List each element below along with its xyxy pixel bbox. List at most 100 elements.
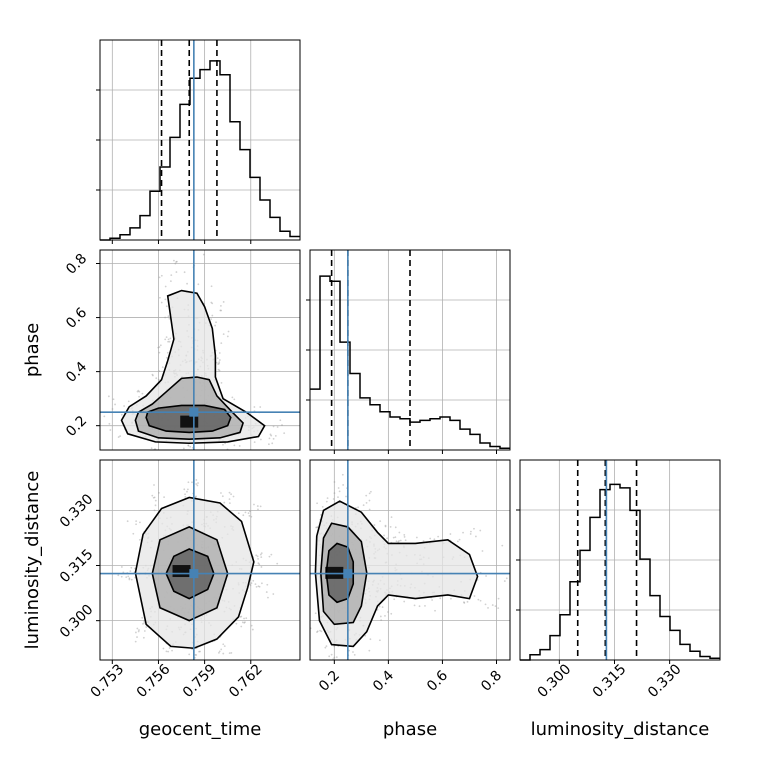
scatter-point bbox=[218, 650, 221, 653]
scatter-point bbox=[328, 655, 331, 658]
truth-marker bbox=[189, 407, 199, 417]
scatter-point bbox=[244, 511, 247, 514]
scatter-point bbox=[123, 405, 125, 407]
contour-line-1 bbox=[145, 404, 232, 434]
scatter-point bbox=[491, 604, 494, 606]
scatter-point bbox=[403, 600, 406, 603]
scatter-point bbox=[217, 368, 220, 371]
scatter-point bbox=[261, 582, 263, 585]
scatter-point bbox=[218, 369, 221, 372]
scatter-point bbox=[395, 540, 398, 543]
scatter-point bbox=[335, 656, 338, 659]
scatter-point bbox=[469, 533, 472, 535]
scatter-point bbox=[223, 645, 226, 648]
scatter-point bbox=[137, 389, 140, 392]
scatter-point bbox=[251, 628, 254, 631]
scatter-point bbox=[259, 553, 262, 556]
scatter-point bbox=[111, 408, 114, 410]
hist-panel-phase bbox=[306, 249, 511, 451]
scatter-point bbox=[369, 490, 372, 493]
scatter-point bbox=[257, 508, 259, 511]
scatter-point bbox=[403, 534, 406, 536]
scatter-point bbox=[168, 340, 171, 343]
scatter-point bbox=[248, 514, 251, 517]
hist-line-luminosity_distance bbox=[520, 483, 720, 661]
scatter-point bbox=[128, 577, 131, 580]
scatter-point bbox=[164, 285, 167, 288]
scatter-point bbox=[136, 390, 139, 393]
scatter-point bbox=[270, 434, 273, 437]
scatter-point bbox=[338, 490, 341, 493]
scatter-point bbox=[221, 495, 224, 498]
scatter-point bbox=[268, 437, 271, 440]
scatter-point bbox=[379, 615, 382, 618]
scatter-point bbox=[250, 582, 253, 585]
scatter-point bbox=[433, 538, 436, 541]
scatter-point bbox=[369, 638, 372, 641]
scatter-point bbox=[220, 309, 223, 312]
scatter-point bbox=[269, 433, 272, 436]
scatter-point bbox=[271, 442, 274, 445]
scatter-point bbox=[220, 648, 223, 651]
scatter-point bbox=[315, 526, 318, 529]
panel-frame bbox=[99, 249, 301, 451]
scatter-point bbox=[175, 260, 178, 263]
scatter-point bbox=[268, 555, 271, 558]
scatter-point bbox=[198, 650, 200, 653]
scatter-point bbox=[164, 338, 167, 341]
scatter-point bbox=[463, 601, 465, 604]
scatter-point bbox=[268, 443, 270, 446]
scatter-point bbox=[137, 630, 140, 633]
scatter-point bbox=[167, 315, 170, 318]
scatter-point bbox=[133, 567, 136, 570]
scatter-point bbox=[142, 622, 144, 625]
scatter-point bbox=[220, 381, 223, 384]
scatter-point bbox=[384, 525, 387, 528]
scatter-point bbox=[136, 627, 139, 630]
scatter-point bbox=[341, 473, 344, 476]
scatter-point bbox=[276, 562, 279, 565]
scatter-point bbox=[160, 301, 163, 304]
scatter-point bbox=[128, 578, 131, 581]
scatter-point bbox=[154, 499, 157, 502]
scatter-point bbox=[141, 392, 144, 395]
scatter-point bbox=[228, 491, 231, 494]
scatter-point bbox=[272, 593, 275, 595]
scatter-point bbox=[392, 536, 395, 539]
scatter-point bbox=[158, 370, 161, 373]
scatter-point bbox=[165, 336, 168, 339]
scatter-point bbox=[254, 583, 257, 585]
scatter-point bbox=[222, 301, 225, 303]
scatter-point bbox=[458, 538, 461, 541]
scatter-point bbox=[381, 606, 384, 609]
scatter-point bbox=[235, 622, 238, 625]
scatter-point bbox=[188, 653, 191, 656]
scatter-point bbox=[231, 396, 234, 399]
scatter-point bbox=[187, 444, 190, 447]
scatter-point bbox=[255, 554, 258, 557]
scatter-point bbox=[138, 395, 140, 398]
scatter-point bbox=[125, 576, 128, 579]
hist-panel-geocent_time bbox=[96, 39, 301, 241]
scatter-point bbox=[383, 534, 385, 537]
scatter-point bbox=[186, 488, 189, 491]
scatter-point bbox=[403, 536, 406, 538]
scatter-point bbox=[439, 597, 442, 600]
scatter-point bbox=[260, 552, 263, 555]
scatter-point bbox=[119, 435, 122, 437]
scatter-point bbox=[187, 481, 190, 484]
scatter-point bbox=[194, 653, 197, 656]
scatter-point bbox=[233, 398, 236, 401]
scatter-point bbox=[217, 363, 220, 365]
scatter-point bbox=[143, 630, 146, 632]
joint-panel-phase-luminosity_distance bbox=[309, 459, 511, 661]
scatter-point bbox=[314, 612, 317, 615]
scatter-point bbox=[497, 607, 500, 610]
scatter-point bbox=[228, 652, 231, 655]
scatter-point bbox=[135, 631, 137, 634]
scatter-point bbox=[175, 261, 178, 263]
scatter-point bbox=[243, 617, 245, 620]
panel-content bbox=[310, 460, 510, 660]
scatter-point bbox=[368, 499, 371, 502]
